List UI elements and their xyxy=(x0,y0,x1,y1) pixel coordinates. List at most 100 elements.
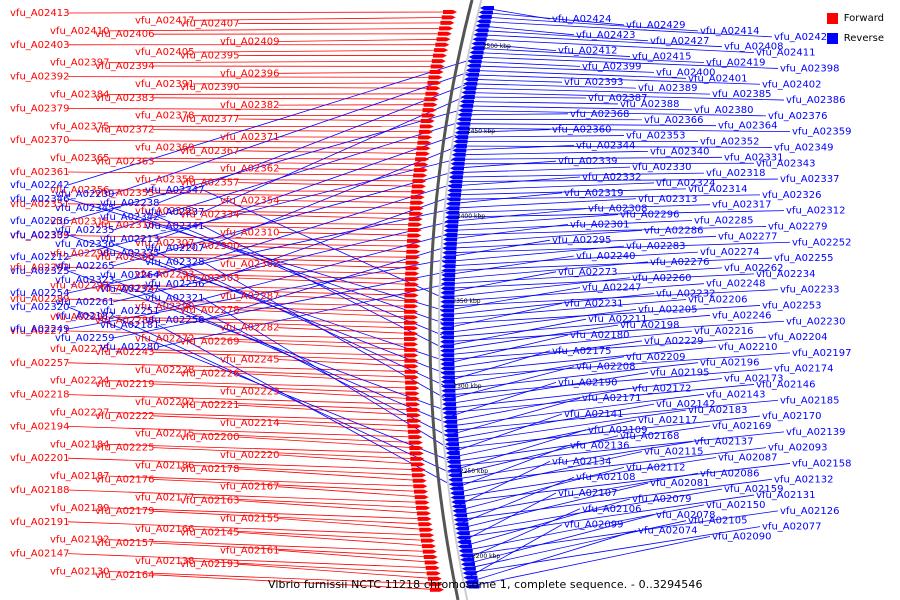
leader-line xyxy=(444,283,705,303)
leader-line xyxy=(466,526,761,574)
leader-line xyxy=(107,348,415,356)
gene-label-forward: vfu_A02395 xyxy=(180,50,239,61)
left-labels: vfu_A02242vfu_A02239vfu_A02238vfu_A02237… xyxy=(10,180,204,353)
leader-line xyxy=(152,542,434,558)
gene-label-forward: vfu_A02145 xyxy=(180,527,239,538)
leader-line xyxy=(112,122,459,231)
reverse-feature-arrow xyxy=(443,237,458,242)
leader-line xyxy=(453,447,767,485)
gene-label-reverse: vfu_A02117 xyxy=(638,415,697,426)
leader-line xyxy=(445,366,575,400)
gene-label-forward: vfu_A02316 xyxy=(95,220,154,231)
leader-line xyxy=(481,16,699,32)
forward-feature-arrow xyxy=(424,560,439,565)
reverse-feature-arrow xyxy=(455,526,470,531)
gene-label-reverse: vfu_A02253 xyxy=(762,300,821,311)
leader-line xyxy=(445,257,773,271)
forward-feature-arrow xyxy=(405,380,420,385)
gene-label-forward: vfu_A02147 xyxy=(10,549,69,560)
reverse-feature-arrow xyxy=(448,473,462,478)
leader-line xyxy=(446,235,717,249)
leader-line xyxy=(277,422,418,433)
reverse-feature-arrow xyxy=(471,41,486,46)
leader-line xyxy=(472,56,779,69)
gene-label-forward: vfu_A02357 xyxy=(180,178,239,189)
gene-label-reverse-left: vfu_A02325 xyxy=(10,266,69,277)
forward-feature-arrow xyxy=(404,304,419,309)
leader-line xyxy=(462,504,705,552)
leader-line xyxy=(277,71,440,74)
leader-line xyxy=(451,431,785,467)
leader-line xyxy=(463,101,619,105)
forward-feature-arrow xyxy=(424,97,439,102)
reverse-feature-arrow xyxy=(465,68,480,73)
gene-label-forward: vfu_A02303 xyxy=(180,273,239,284)
gene-label-reverse: vfu_A02400 xyxy=(656,67,715,78)
reverse-feature-arrow xyxy=(446,455,461,460)
leader-line xyxy=(455,463,791,503)
reverse-feature-arrow xyxy=(478,10,493,15)
gene-label-reverse-left: vfu_A02320 xyxy=(10,302,69,313)
leader-line xyxy=(453,166,631,174)
leader-line xyxy=(152,383,416,394)
gene-label-reverse: vfu_A02132 xyxy=(774,474,833,485)
leader-line xyxy=(444,277,631,298)
kbp-tick-label: 2350 kbp xyxy=(452,298,480,305)
reverse-feature-arrow xyxy=(440,330,454,335)
gene-label-forward: vfu_A02193 xyxy=(180,559,239,570)
gene-label-forward: vfu_A02188 xyxy=(10,485,69,496)
forward-feature-arrow xyxy=(404,309,419,314)
gene-label-reverse: vfu_A02232 xyxy=(656,289,715,300)
leader-line xyxy=(107,28,450,32)
gene-label-reverse: vfu_A02353 xyxy=(626,131,685,142)
leader-line xyxy=(449,204,711,214)
leader-line xyxy=(152,415,418,427)
reverse-feature-arrow xyxy=(448,175,463,180)
gene-label-reverse: vfu_A02109 xyxy=(588,425,647,436)
kbp-tick-label: 2250 kbp xyxy=(460,468,488,475)
gene-label-reverse: vfu_A02090 xyxy=(712,532,771,543)
gene-label-forward: vfu_A02396 xyxy=(220,68,279,79)
leader-line xyxy=(152,574,440,591)
leader-line xyxy=(152,224,418,231)
forward-feature-arrow xyxy=(404,282,419,287)
reverse-feature-arrow xyxy=(469,50,484,55)
gene-label-forward: vfu_A02163 xyxy=(180,496,239,507)
leader-line xyxy=(456,466,625,512)
legend: Forward Reverse xyxy=(826,8,884,48)
reverse-feature-arrow xyxy=(448,179,463,184)
forward-feature-arrow xyxy=(421,538,435,543)
leader-line xyxy=(444,318,587,347)
forward-feature-arrow xyxy=(404,298,419,303)
gene-label-reverse: vfu_A02352 xyxy=(700,137,759,148)
forward-feature-arrow xyxy=(422,108,437,113)
gene-label-forward: vfu_A02167 xyxy=(220,482,279,493)
leader-line xyxy=(152,161,425,165)
leader-line xyxy=(470,65,655,73)
forward-feature-arrow xyxy=(415,500,430,505)
leader-line xyxy=(67,457,422,471)
map-caption: Vibrio furnissii NCTC 11218 chromosome 1… xyxy=(268,578,703,591)
reverse-feature-arrow xyxy=(451,500,466,504)
leader-line xyxy=(469,536,711,587)
gene-label-reverse: vfu_A02105 xyxy=(688,516,747,527)
gene-label-reverse: vfu_A02312 xyxy=(786,206,845,217)
gene-label-forward: vfu_A02370 xyxy=(10,135,69,146)
leader-line xyxy=(466,87,711,95)
leader-line xyxy=(67,76,439,78)
leader-line xyxy=(152,97,435,100)
gene-label-reverse: vfu_A02168 xyxy=(620,431,679,442)
reverse-feature-arrow xyxy=(447,188,462,193)
gene-label-reverse: vfu_A02108 xyxy=(576,472,635,483)
gene-label-forward: vfu_A02293 xyxy=(135,270,194,281)
gene-label-reverse: vfu_A02393 xyxy=(564,77,623,88)
leader-line xyxy=(444,336,767,360)
gene-label-reverse: vfu_A02387 xyxy=(588,93,647,104)
leader-line xyxy=(447,399,779,432)
reverse-feature-arrow xyxy=(472,37,487,42)
gene-label-reverse: vfu_A02340 xyxy=(650,146,709,157)
leader-line xyxy=(237,436,420,449)
reverse-feature-arrow xyxy=(450,161,465,166)
reverse-feature-arrow xyxy=(470,46,485,51)
reverse-feature-arrow xyxy=(443,428,458,433)
